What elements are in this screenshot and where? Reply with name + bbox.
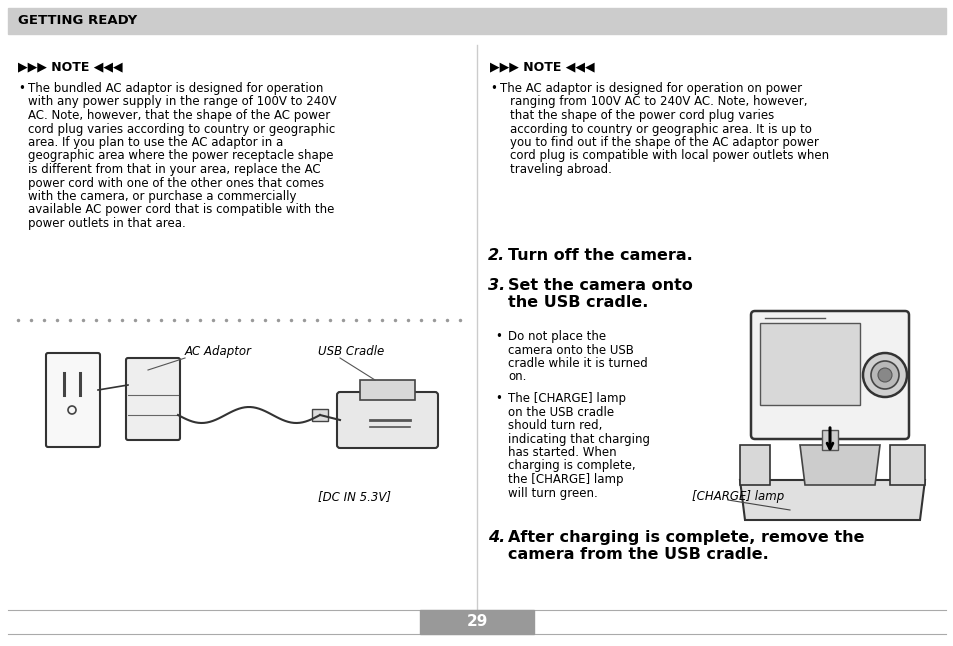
Text: you to find out if the shape of the AC adaptor power: you to find out if the shape of the AC a… — [510, 136, 818, 149]
Text: 2.: 2. — [488, 248, 505, 263]
Bar — [359, 380, 415, 400]
Bar — [821, 430, 837, 450]
Text: cord plug varies according to country or geographic: cord plug varies according to country or… — [28, 123, 335, 136]
Text: 3.: 3. — [488, 278, 505, 293]
Text: on.: on. — [507, 371, 526, 384]
Bar — [889, 445, 924, 485]
Text: [CHARGE] lamp: [CHARGE] lamp — [691, 490, 783, 503]
Text: ▶▶▶ NOTE ◀◀◀: ▶▶▶ NOTE ◀◀◀ — [490, 60, 594, 73]
Text: Do not place the: Do not place the — [507, 330, 605, 343]
Text: on the USB cradle: on the USB cradle — [507, 406, 614, 419]
Text: is different from that in your area, replace the AC: is different from that in your area, rep… — [28, 163, 320, 176]
Text: camera onto the USB: camera onto the USB — [507, 344, 633, 357]
Text: The bundled AC adaptor is designed for operation: The bundled AC adaptor is designed for o… — [28, 82, 323, 95]
Text: traveling abroad.: traveling abroad. — [510, 163, 611, 176]
Text: ▶▶▶ NOTE ◀◀◀: ▶▶▶ NOTE ◀◀◀ — [18, 60, 123, 73]
Text: geographic area where the power receptacle shape: geographic area where the power receptac… — [28, 149, 334, 163]
Text: indicating that charging: indicating that charging — [507, 433, 649, 446]
Bar — [419, 610, 534, 634]
FancyBboxPatch shape — [126, 358, 180, 440]
Circle shape — [877, 368, 891, 382]
Text: •: • — [490, 82, 497, 95]
Text: Set the camera onto
the USB cradle.: Set the camera onto the USB cradle. — [507, 278, 692, 310]
Text: AC. Note, however, that the shape of the AC power: AC. Note, however, that the shape of the… — [28, 109, 330, 122]
Text: with the camera, or purchase a commercially: with the camera, or purchase a commercia… — [28, 190, 296, 203]
FancyBboxPatch shape — [750, 311, 908, 439]
Text: cord plug is compatible with local power outlets when: cord plug is compatible with local power… — [510, 149, 828, 163]
Text: [DC IN 5.3V]: [DC IN 5.3V] — [318, 490, 391, 503]
Text: The AC adaptor is designed for operation on power: The AC adaptor is designed for operation… — [499, 82, 801, 95]
Circle shape — [862, 353, 906, 397]
Text: •: • — [495, 330, 501, 343]
Text: After charging is complete, remove the
camera from the USB cradle.: After charging is complete, remove the c… — [507, 530, 863, 563]
Text: that the shape of the power cord plug varies: that the shape of the power cord plug va… — [510, 109, 774, 122]
Bar — [740, 445, 769, 485]
Text: ranging from 100V AC to 240V AC. Note, however,: ranging from 100V AC to 240V AC. Note, h… — [510, 96, 806, 109]
Text: available AC power cord that is compatible with the: available AC power cord that is compatib… — [28, 203, 334, 216]
Text: charging is complete,: charging is complete, — [507, 459, 635, 472]
Text: will turn green.: will turn green. — [507, 486, 598, 499]
Bar — [312, 409, 328, 421]
Text: •: • — [495, 392, 501, 405]
Text: USB Cradle: USB Cradle — [317, 345, 384, 358]
Text: GETTING READY: GETTING READY — [18, 14, 137, 28]
Text: should turn red,: should turn red, — [507, 419, 601, 432]
Polygon shape — [800, 445, 879, 485]
Text: area. If you plan to use the AC adaptor in a: area. If you plan to use the AC adaptor … — [28, 136, 283, 149]
Text: Turn off the camera.: Turn off the camera. — [507, 248, 692, 263]
Bar — [8, 8, 945, 34]
Bar — [760, 323, 859, 405]
Text: power outlets in that area.: power outlets in that area. — [28, 217, 186, 230]
FancyBboxPatch shape — [336, 392, 437, 448]
Text: has started. When: has started. When — [507, 446, 616, 459]
FancyBboxPatch shape — [46, 353, 100, 447]
Text: AC Adaptor: AC Adaptor — [185, 345, 252, 358]
Text: with any power supply in the range of 100V to 240V: with any power supply in the range of 10… — [28, 96, 336, 109]
Circle shape — [870, 361, 898, 389]
Text: cradle while it is turned: cradle while it is turned — [507, 357, 647, 370]
Polygon shape — [740, 480, 924, 520]
Text: power cord with one of the other ones that comes: power cord with one of the other ones th… — [28, 176, 324, 189]
Text: 29: 29 — [466, 614, 487, 629]
Text: the [CHARGE] lamp: the [CHARGE] lamp — [507, 473, 623, 486]
Text: according to country or geographic area. It is up to: according to country or geographic area.… — [510, 123, 811, 136]
Text: •: • — [18, 82, 25, 95]
Text: The [CHARGE] lamp: The [CHARGE] lamp — [507, 392, 625, 405]
Text: 4.: 4. — [488, 530, 505, 545]
